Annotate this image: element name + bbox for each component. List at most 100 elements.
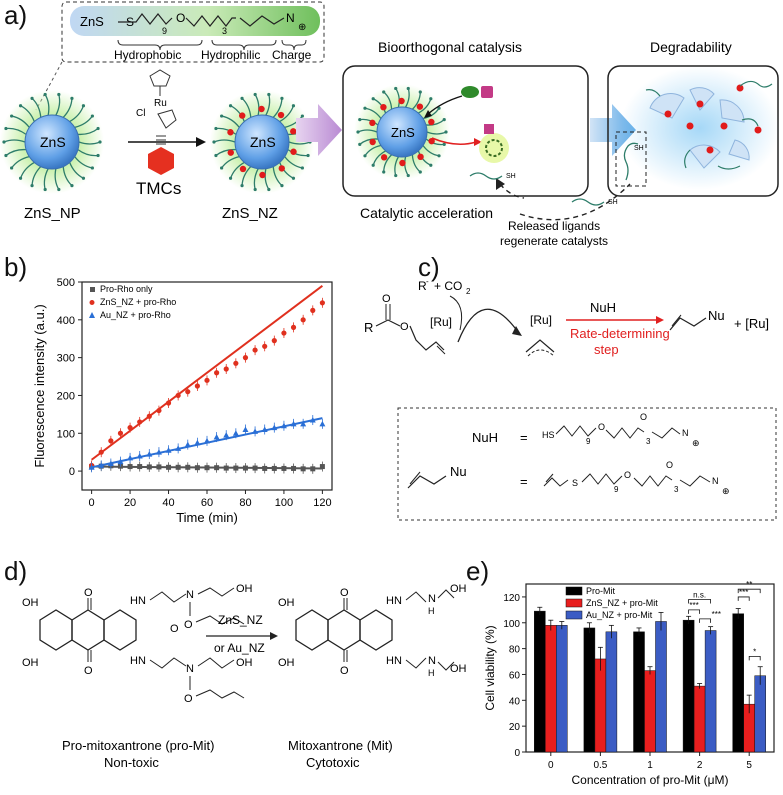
tmc-cl: Cl: [136, 108, 145, 119]
data-point: [108, 438, 114, 444]
data-point: [271, 338, 277, 344]
data-point: [156, 407, 162, 414]
significance-bracket: [699, 618, 712, 623]
data-point: [155, 449, 162, 455]
data-point: [185, 389, 191, 395]
x-tick-label: 20: [124, 497, 136, 509]
sh-1: SH: [634, 145, 644, 152]
c-ru-1: [Ru]: [430, 315, 452, 329]
data-point: [271, 465, 277, 471]
c-Od: O: [666, 460, 673, 470]
d-OH2: OH: [22, 657, 39, 669]
d-mH2: H: [428, 668, 435, 678]
data-point: [194, 383, 200, 389]
c-plus-ru: + [Ru]: [734, 316, 769, 331]
data-point: [291, 465, 297, 471]
data-point: [136, 452, 143, 459]
c-definitions-box: [397, 407, 777, 521]
reagent-au-nz: or Au_NZ: [214, 641, 265, 655]
sh-2: SH: [506, 173, 516, 180]
reagent-zns-nz: ZnS_NZ: [218, 613, 263, 627]
c-eq2: =: [520, 474, 528, 489]
d-HN1: HN: [130, 595, 146, 607]
significance-label: *: [753, 647, 756, 656]
data-point: [300, 317, 306, 323]
panel-e-label: e): [466, 556, 490, 586]
data-point: [204, 465, 210, 471]
data-point: [194, 465, 200, 471]
mit-name: Mitoxantrone (Mit): [288, 738, 393, 753]
data-point: [127, 464, 133, 470]
data-point: [271, 424, 278, 431]
data-point: [319, 464, 325, 470]
x-tick-label: 0: [89, 497, 95, 509]
mit-desc: Cytotoxic: [306, 755, 360, 770]
bar: [704, 630, 717, 753]
c-rds-2: step: [594, 342, 619, 357]
c-ru-2: [Ru]: [530, 313, 552, 327]
regenerate-catalysts-label: regenerate catalysts: [500, 234, 608, 248]
data-point: [175, 464, 181, 470]
x-tick-label: 2: [697, 760, 703, 771]
legend-marker: [89, 300, 95, 305]
data-point: [290, 324, 297, 330]
c-nuh: NuH: [590, 300, 616, 315]
data-point: [214, 370, 220, 376]
data-point: [127, 454, 134, 461]
data-point: [165, 447, 172, 453]
data-point: [233, 465, 239, 471]
data-point: [223, 366, 229, 372]
y-tick-label: 500: [57, 277, 75, 289]
d-N2: N: [186, 663, 194, 675]
catalytic-acceleration-label: Catalytic acceleration: [360, 205, 493, 221]
data-point: [165, 400, 172, 406]
mit-structure: O O OH OH HN HN N H OH N H OH: [278, 583, 467, 678]
data-point: [300, 466, 306, 472]
c-def-hs: HS: [542, 430, 555, 440]
data-point: [98, 449, 104, 455]
data-point: [184, 441, 191, 448]
panel-b-label: b): [4, 252, 28, 282]
d-N1: N: [186, 589, 194, 601]
significance-label: ***: [689, 601, 698, 610]
c-Na: N: [682, 428, 689, 438]
purple-arrow: [296, 104, 342, 156]
bar: [534, 610, 546, 753]
d-mN1: N: [428, 593, 436, 605]
d-OH4: OH: [236, 657, 253, 669]
legend-swatch: [565, 598, 583, 608]
c-Oa: O: [598, 422, 605, 432]
data-point: [204, 437, 210, 444]
y-tick-label: 100: [503, 619, 520, 630]
ligand-charge: ⊕: [298, 22, 306, 33]
d-mO2: O: [340, 665, 349, 677]
y-tick-label: 100: [57, 428, 75, 440]
legend-label: ZnS_NZ + pro-Rho: [100, 297, 176, 307]
x-tick-label: 60: [201, 497, 213, 509]
sh-3: SH: [608, 199, 618, 206]
x-tick-label: 0: [548, 760, 554, 771]
hydrophobic-label: Hydrophobic: [114, 48, 181, 62]
data-point: [156, 464, 162, 470]
d-mH1: H: [428, 606, 435, 616]
title-bioorthogonal-catalysis: Bioorthogonal catalysis: [378, 39, 522, 55]
c-sub9b: 9: [614, 485, 619, 494]
released-ligands-label: Released ligands: [508, 219, 600, 233]
data-point: [242, 355, 249, 361]
y-axis-title: Cell viability (%): [483, 625, 497, 710]
significance-label: ***: [739, 588, 748, 597]
bar: [594, 658, 607, 753]
tmc-ru: Ru: [154, 98, 167, 109]
data-point: [280, 422, 287, 429]
significance-bracket: [737, 588, 761, 594]
data-point: [252, 465, 258, 471]
zns-np-particle: ZnS: [0, 90, 104, 194]
charge-label: Charge: [272, 48, 312, 62]
released-ligand-box: [615, 131, 647, 187]
data-point: [223, 465, 229, 471]
x-axis-title: Concentration of pro-Mit (μM): [572, 773, 729, 787]
np-core-text: ZnS: [40, 134, 66, 150]
significance-bracket: [748, 655, 761, 661]
bar: [693, 685, 706, 753]
cat-core-text: ZnS: [391, 125, 415, 140]
